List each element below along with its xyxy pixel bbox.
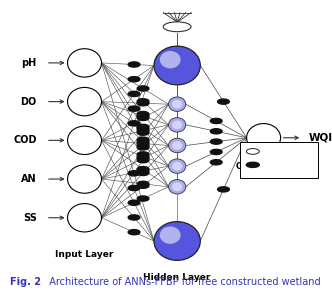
Circle shape [154, 222, 200, 260]
Ellipse shape [137, 145, 149, 150]
Ellipse shape [137, 113, 149, 119]
Ellipse shape [137, 130, 149, 135]
Circle shape [67, 49, 102, 77]
Ellipse shape [137, 139, 149, 144]
Circle shape [160, 51, 181, 68]
Text: AN: AN [21, 174, 37, 184]
Ellipse shape [137, 143, 149, 148]
Text: Architecture of ANNs-FFBP for free constructed wetland: Architecture of ANNs-FFBP for free const… [43, 277, 321, 287]
Text: Weight: Weight [261, 160, 290, 169]
Circle shape [67, 87, 102, 116]
Ellipse shape [137, 128, 149, 133]
Ellipse shape [137, 99, 149, 104]
Text: SS: SS [23, 213, 37, 223]
Ellipse shape [137, 181, 149, 186]
Ellipse shape [128, 121, 140, 126]
Circle shape [154, 46, 200, 85]
Circle shape [172, 162, 182, 171]
Ellipse shape [246, 148, 259, 154]
Circle shape [172, 141, 182, 150]
Ellipse shape [128, 171, 140, 176]
Circle shape [172, 121, 182, 129]
Circle shape [67, 204, 102, 232]
Text: Output Layer: Output Layer [236, 162, 298, 171]
Circle shape [172, 100, 182, 108]
Ellipse shape [210, 160, 222, 165]
Text: Bias: Bias [261, 147, 279, 156]
Ellipse shape [137, 156, 149, 161]
Circle shape [169, 159, 186, 173]
Ellipse shape [128, 185, 140, 191]
Ellipse shape [137, 124, 149, 130]
Circle shape [247, 124, 281, 152]
Ellipse shape [137, 152, 149, 157]
Text: pH: pH [22, 58, 37, 68]
Ellipse shape [137, 157, 149, 163]
Ellipse shape [217, 99, 229, 104]
Circle shape [172, 182, 182, 191]
Text: Fig. 2: Fig. 2 [10, 277, 41, 287]
Ellipse shape [163, 22, 191, 32]
Ellipse shape [137, 183, 149, 188]
Ellipse shape [210, 149, 222, 155]
Circle shape [169, 180, 186, 194]
FancyBboxPatch shape [240, 142, 318, 178]
Ellipse shape [217, 187, 229, 192]
Text: WQI: WQI [308, 133, 332, 143]
Circle shape [160, 226, 181, 244]
Ellipse shape [128, 200, 140, 205]
Text: Input Layer: Input Layer [55, 250, 114, 259]
Ellipse shape [137, 86, 149, 91]
Ellipse shape [128, 230, 140, 235]
Ellipse shape [128, 77, 140, 82]
Ellipse shape [137, 154, 149, 159]
Text: Hidden Layer: Hidden Layer [143, 273, 211, 282]
Ellipse shape [137, 141, 149, 146]
Circle shape [67, 165, 102, 193]
Text: DO: DO [21, 97, 37, 107]
Ellipse shape [137, 170, 149, 175]
Ellipse shape [128, 215, 140, 220]
Ellipse shape [137, 196, 149, 201]
Ellipse shape [137, 101, 149, 106]
Circle shape [169, 97, 186, 111]
Circle shape [169, 138, 186, 153]
Text: COD: COD [13, 135, 37, 145]
Ellipse shape [128, 106, 140, 111]
Ellipse shape [246, 162, 259, 167]
Ellipse shape [137, 126, 149, 131]
Ellipse shape [137, 137, 149, 142]
Circle shape [169, 118, 186, 132]
Ellipse shape [128, 62, 140, 67]
Ellipse shape [137, 166, 149, 172]
Circle shape [67, 126, 102, 155]
Ellipse shape [137, 168, 149, 174]
Ellipse shape [137, 112, 149, 117]
Ellipse shape [137, 115, 149, 121]
Ellipse shape [210, 139, 222, 144]
Ellipse shape [210, 129, 222, 134]
Ellipse shape [210, 118, 222, 124]
Ellipse shape [128, 91, 140, 97]
